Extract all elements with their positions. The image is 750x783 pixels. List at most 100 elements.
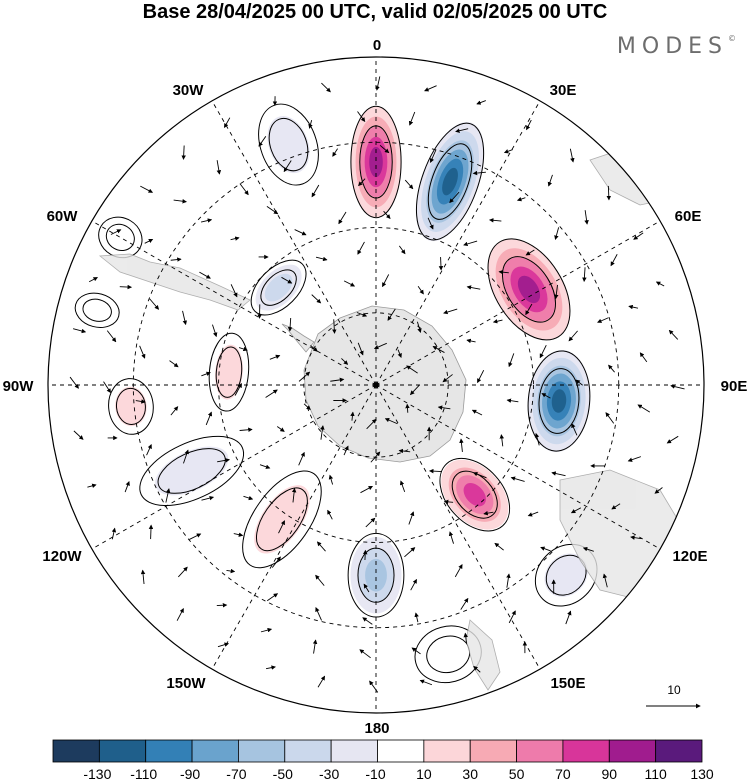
wind-vector-176 bbox=[216, 160, 222, 175]
wind-vector-120 bbox=[516, 196, 526, 202]
wind-vector-150 bbox=[547, 174, 553, 187]
wind-vector-101 bbox=[454, 564, 463, 578]
wind-vector-193 bbox=[602, 573, 608, 588]
anomaly-negative-10 bbox=[246, 255, 311, 320]
colorbar-cell-12 bbox=[608, 739, 657, 763]
lon-label-0: 0 bbox=[373, 37, 381, 54]
wind-vector-44 bbox=[343, 280, 356, 287]
colorbar-label-7: 10 bbox=[416, 766, 432, 782]
colorbar-cell-5 bbox=[284, 739, 332, 763]
south-america bbox=[98, 253, 251, 311]
wind-vector-121 bbox=[554, 227, 560, 241]
wind-vector-129 bbox=[506, 573, 511, 588]
anomaly-positive-9 bbox=[205, 326, 253, 418]
wind-vector-99 bbox=[527, 511, 539, 517]
wind-vector-64 bbox=[315, 256, 328, 262]
wind-vector-172 bbox=[106, 330, 117, 343]
wind-vector-48 bbox=[492, 319, 503, 324]
wind-vector-180 bbox=[375, 76, 381, 91]
wind-vector-119 bbox=[472, 170, 486, 176]
anomaly-positive-0 bbox=[346, 96, 406, 228]
wind-vector-175 bbox=[173, 199, 187, 204]
colorbar-label-12: 110 bbox=[644, 766, 667, 782]
wind-vector-91 bbox=[449, 191, 460, 204]
wind-vector-6 bbox=[366, 418, 377, 430]
wind-vector-189 bbox=[670, 384, 685, 390]
anomaly-positive-8 bbox=[104, 373, 158, 440]
graticule bbox=[48, 57, 704, 713]
wind-vector-130 bbox=[460, 597, 469, 610]
wind-vector-196 bbox=[473, 665, 481, 673]
wind-vector-7 bbox=[350, 411, 355, 421]
wind-vector-147 bbox=[408, 111, 416, 126]
colorbar: -130 -110 -90 -70 -50 -30 -10 10 30 50 70 90 110 130 bbox=[52, 739, 714, 782]
wind-vector-27 bbox=[382, 274, 390, 288]
wind-vector-43 bbox=[311, 294, 322, 304]
wind-vector-143 bbox=[200, 218, 213, 223]
wind-vector-133 bbox=[315, 607, 322, 621]
wind-vector-182 bbox=[476, 100, 486, 105]
wind-vector-80 bbox=[278, 520, 285, 534]
wind-vector-151 bbox=[584, 210, 589, 225]
wind-vector-157 bbox=[611, 503, 621, 510]
wind-vector-63 bbox=[281, 276, 293, 284]
wind-vector-14 bbox=[432, 346, 445, 353]
wind-vector-81 bbox=[243, 495, 254, 501]
wind-vector-204 bbox=[111, 527, 117, 540]
antarctica-landmass bbox=[303, 305, 467, 463]
meridian-30 bbox=[375, 100, 541, 386]
wind-vector-26 bbox=[356, 312, 368, 317]
lon-label-150w: 150W bbox=[166, 675, 206, 692]
wind-vector-75 bbox=[483, 510, 494, 516]
wind-vector-40 bbox=[265, 389, 278, 398]
wind-vector-184 bbox=[569, 148, 575, 163]
wind-vector-94 bbox=[554, 284, 559, 300]
wind-vector-16 bbox=[437, 405, 451, 410]
wind-vector-108 bbox=[183, 449, 189, 464]
wind-vector-158 bbox=[582, 546, 594, 552]
wind-vector-178 bbox=[308, 120, 313, 129]
wind-vector-152 bbox=[610, 254, 618, 267]
colorbar-label-0: -130 bbox=[83, 766, 111, 782]
wind-vector-127 bbox=[570, 507, 582, 514]
wind-vector-74 bbox=[510, 476, 525, 482]
wind-vector-144 bbox=[239, 183, 249, 196]
wind-vector-73 bbox=[534, 432, 540, 446]
wind-vector-163 bbox=[359, 649, 371, 659]
wind-vector-95 bbox=[568, 330, 578, 342]
wind-vector-65 bbox=[357, 241, 365, 255]
wind-vector-179 bbox=[357, 111, 366, 123]
wind-vector-109 bbox=[170, 406, 179, 416]
wind-vector-116 bbox=[358, 178, 366, 187]
land-outlines bbox=[98, 149, 691, 691]
wind-vector-60 bbox=[234, 383, 242, 396]
south-pole-marker bbox=[373, 382, 379, 388]
wind-vector-141 bbox=[149, 298, 160, 310]
lon-label-30e: 30E bbox=[550, 82, 577, 99]
meridian-60 bbox=[375, 220, 661, 386]
wind-vector-136 bbox=[189, 533, 202, 540]
wind-vector-18 bbox=[398, 448, 411, 454]
colorbar-cell-1 bbox=[98, 739, 147, 763]
wind-vectors bbox=[69, 76, 685, 693]
wind-vector-56 bbox=[327, 509, 333, 520]
wind-vector-97 bbox=[571, 423, 578, 436]
wind-vector-154 bbox=[639, 352, 648, 363]
wind-vector-37 bbox=[328, 474, 334, 485]
wind-vector-10 bbox=[341, 358, 349, 365]
anomaly-negative-15 bbox=[71, 290, 124, 331]
wind-vector-38 bbox=[298, 451, 305, 466]
wind-vector-96 bbox=[575, 379, 583, 386]
wind-vector-4 bbox=[405, 403, 410, 413]
wind-vector-93 bbox=[525, 249, 535, 256]
wind-vector-55 bbox=[365, 517, 376, 528]
anomaly-negative-1 bbox=[410, 112, 490, 251]
wind-vector-207 bbox=[69, 376, 79, 389]
wind-vector-173 bbox=[119, 284, 133, 290]
anomaly-negative-7 bbox=[130, 430, 253, 512]
wind-vector-86 bbox=[230, 284, 238, 298]
wind-vector-190 bbox=[666, 435, 679, 444]
wind-vector-98 bbox=[551, 471, 566, 477]
wind-vector-183 bbox=[526, 119, 532, 131]
